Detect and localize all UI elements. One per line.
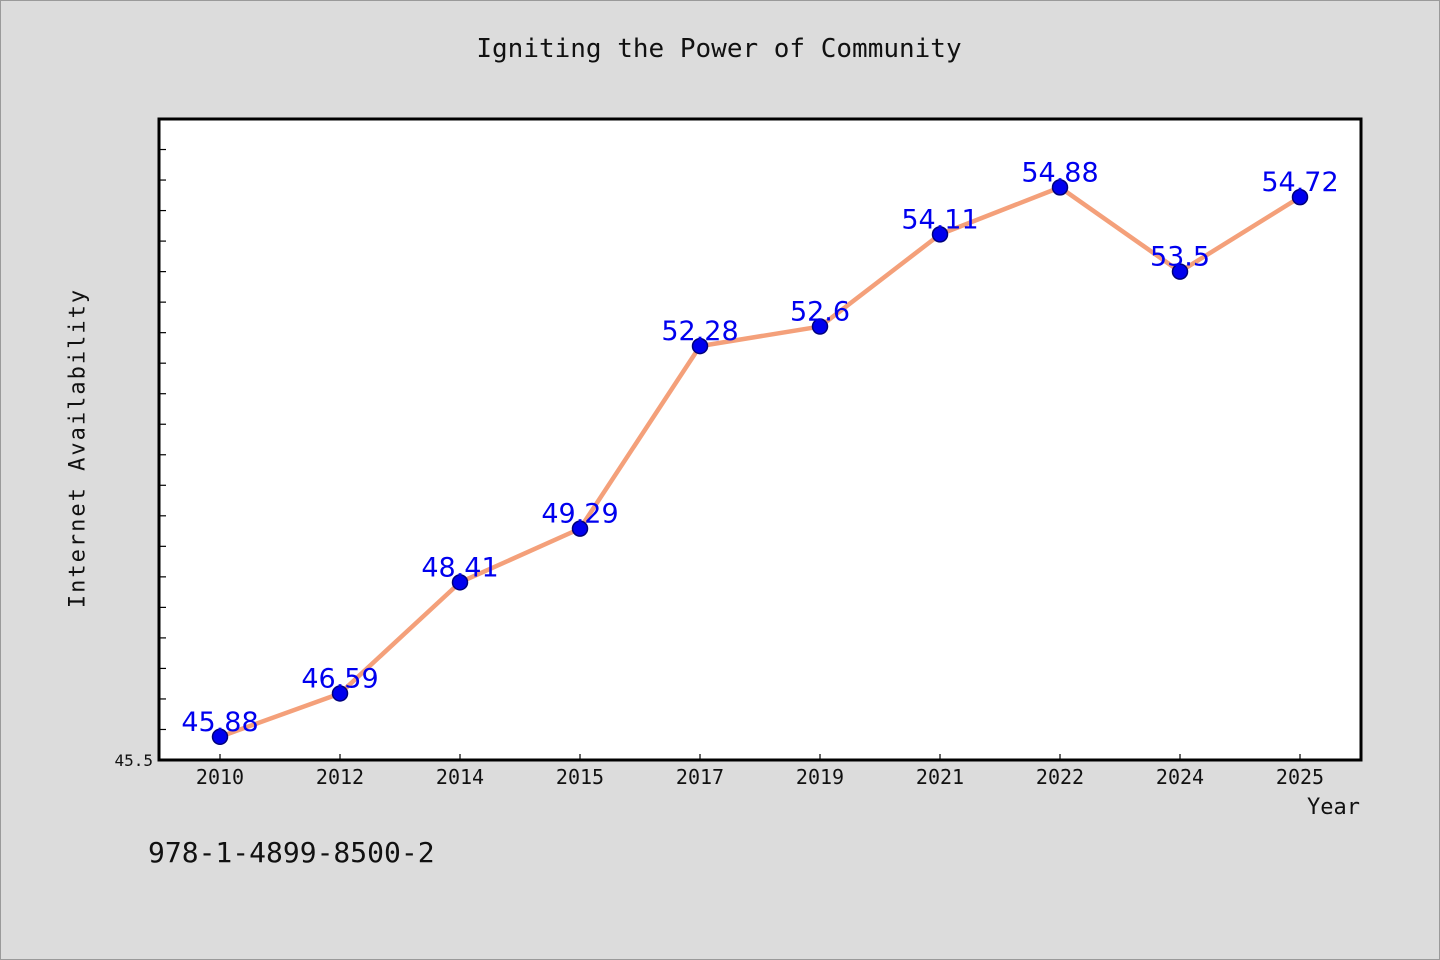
y-axis-label: Internet Availability [65, 287, 91, 609]
x-tick-label: 2022 [1036, 765, 1084, 789]
x-tick-label: 2015 [556, 765, 604, 789]
isbn-text: 978-1-4899-8500-2 [148, 836, 435, 869]
y-minor-ticks [159, 148, 166, 731]
data-point [1051, 179, 1069, 196]
data-point [451, 574, 469, 591]
data-point [1291, 188, 1309, 206]
x-axis-label: Year [1307, 795, 1360, 820]
data-label: 52.6 [790, 297, 850, 328]
x-tick-label: 2014 [436, 765, 484, 789]
plot-area [157, 117, 1363, 762]
data-point [931, 226, 949, 243]
data-label: 52.28 [661, 316, 738, 347]
x-tick-label: 2024 [1156, 765, 1204, 789]
data-label: 54.72 [1261, 167, 1338, 198]
series-line [219, 185, 1302, 739]
data-point [211, 728, 229, 746]
data-point [811, 318, 829, 335]
data-label: 46.59 [301, 663, 378, 694]
x-tick-label: 2012 [316, 765, 364, 789]
data-label: 53.5 [1150, 242, 1210, 273]
x-tick-label: 2010 [196, 765, 244, 789]
x-ticks: 2010 2012 2014 2015 2017 2019 2021 2022 2024 2025 [196, 754, 1324, 789]
data-label: 45.88 [181, 707, 258, 738]
x-tick-label: 2017 [676, 765, 724, 789]
x-tick-label: 2021 [916, 765, 964, 789]
y-ticks: 45.5 [114, 751, 153, 770]
data-point [331, 685, 349, 702]
data-point [571, 520, 589, 537]
data-point [1171, 263, 1189, 280]
data-label: 49.29 [541, 499, 618, 530]
data-label: 48.41 [421, 552, 498, 583]
y-tick-label: 45.5 [114, 751, 153, 770]
data-point [691, 337, 709, 355]
x-tick-label: 2025 [1276, 765, 1324, 789]
x-tick-label: 2019 [796, 765, 844, 789]
series-markers [211, 179, 1309, 746]
data-labels: 45.88 46.59 48.41 49.29 52.28 52.6 54.11 54.88 5… [181, 157, 1338, 737]
chart-title: Igniting the Power of Community [476, 34, 962, 64]
data-label: 54.11 [901, 204, 978, 235]
series-polyline [219, 185, 1302, 739]
data-label: 54.88 [1021, 157, 1098, 188]
